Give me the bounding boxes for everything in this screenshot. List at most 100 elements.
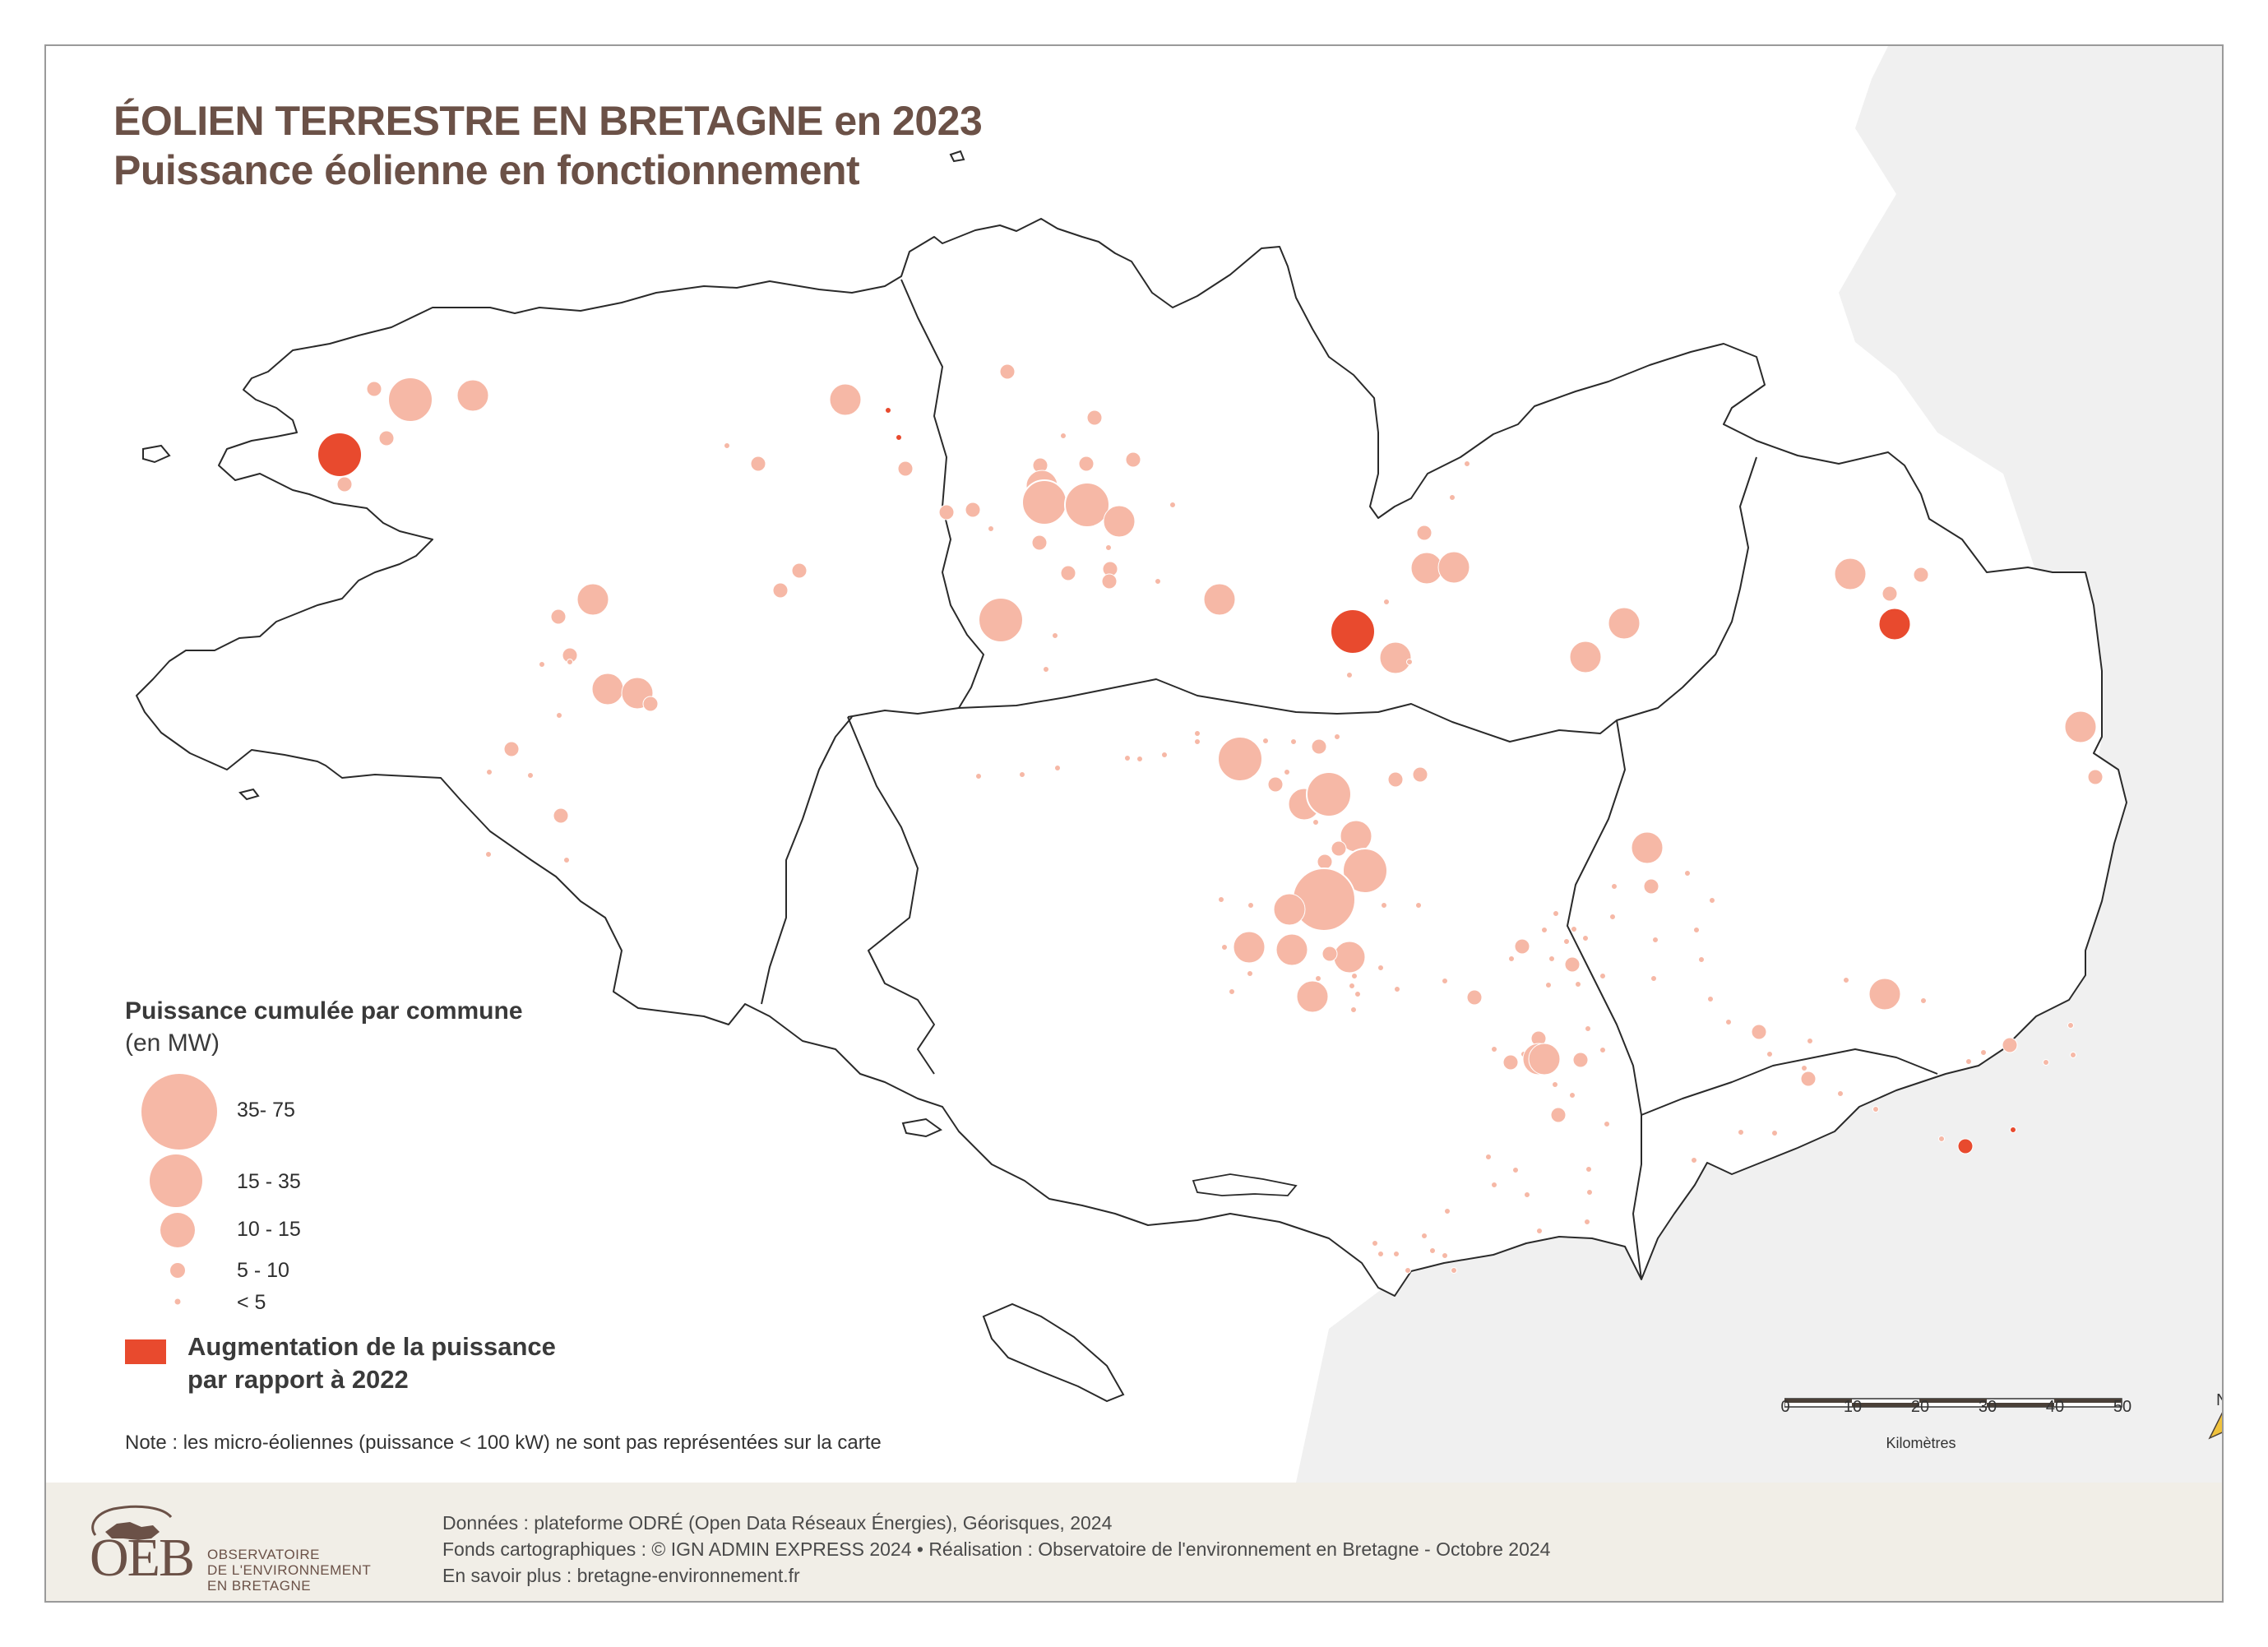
increase-label-line2: par rapport à 2022 bbox=[187, 1365, 409, 1394]
wind-power-circle bbox=[1317, 854, 1333, 870]
wind-power-circle bbox=[999, 363, 1016, 380]
wind-power-circle bbox=[576, 583, 609, 616]
wind-power-circle bbox=[1691, 1157, 1697, 1164]
wind-power-circle bbox=[1843, 977, 1849, 983]
credit-basemap: Fonds cartographiques : © IGN ADMIN EXPR… bbox=[442, 1538, 1551, 1560]
wind-power-circle bbox=[1052, 632, 1058, 639]
scale-tick-50: 50 bbox=[2113, 1398, 2132, 1416]
map-note: Note : les micro-éoliennes (puissance < … bbox=[125, 1432, 882, 1454]
wind-power-circle bbox=[1586, 1189, 1593, 1196]
wind-power-circle bbox=[1194, 738, 1201, 745]
wind-power-circle bbox=[556, 712, 562, 719]
wind-power-circle bbox=[1837, 1090, 1844, 1097]
wind-power-circle bbox=[1575, 981, 1581, 988]
wind-power-circle bbox=[1609, 914, 1616, 920]
wind-power-circle bbox=[1771, 1130, 1778, 1136]
legend-title: Puissance cumulée par commune bbox=[125, 997, 523, 1025]
oeb-logo-word: OEB bbox=[90, 1528, 195, 1588]
legend-label-10-15: 10 - 15 bbox=[237, 1218, 301, 1241]
wind-power-circle bbox=[1350, 1006, 1357, 1013]
wind-power-circle bbox=[456, 379, 489, 412]
wind-power-circle bbox=[1043, 666, 1049, 673]
wind-power-circle bbox=[724, 442, 730, 449]
legend-circle-15-35 bbox=[150, 1154, 202, 1207]
wind-power-circle bbox=[978, 597, 1024, 643]
wind-power-circle bbox=[1451, 1267, 1457, 1274]
wind-power-circle bbox=[1161, 752, 1168, 758]
wind-power-circle bbox=[1541, 927, 1548, 933]
wind-power-circle bbox=[1652, 937, 1659, 943]
wind-power-circle bbox=[1284, 769, 1290, 775]
map-subtitle: Puissance éolienne en fonctionnement bbox=[113, 147, 860, 193]
wind-power-circle bbox=[1372, 1240, 1378, 1247]
wind-power-circle bbox=[527, 772, 534, 779]
legend-unit: (en MW) bbox=[125, 1029, 220, 1057]
wind-power-circle bbox=[1021, 479, 1067, 525]
wind-power-circle bbox=[1938, 1136, 1945, 1142]
department-boundaries bbox=[761, 279, 1938, 1280]
logo-sub-1: OBSERVATOIRE bbox=[207, 1547, 321, 1562]
wind-power-circle bbox=[1387, 771, 1404, 788]
wind-power-circle bbox=[1584, 1219, 1590, 1225]
wind-power-circle bbox=[1342, 848, 1388, 894]
wind-power-circle bbox=[1491, 1046, 1497, 1053]
wind-power-circle bbox=[2087, 769, 2104, 785]
wind-power-circle bbox=[1834, 557, 1867, 590]
legend-circle-35-75 bbox=[141, 1074, 217, 1150]
wind-power-circle bbox=[387, 377, 433, 423]
wind-power-circle bbox=[1290, 738, 1297, 745]
wind-power-circle bbox=[550, 608, 567, 625]
wind-power-circle bbox=[1412, 766, 1428, 783]
credit-more-info: En savoir plus : bretagne-environnement.… bbox=[442, 1565, 800, 1586]
wind-power-circle bbox=[1354, 991, 1361, 997]
wind-power-circle bbox=[1031, 534, 1048, 551]
increase-label: Augmentation de la puissance par rapport… bbox=[187, 1330, 556, 1396]
wind-power-circle bbox=[1415, 902, 1422, 909]
wind-power-circle bbox=[1650, 975, 1657, 982]
wind-power-circle bbox=[1444, 1208, 1451, 1214]
wind-power-circle bbox=[1136, 756, 1143, 762]
wind-power-circle bbox=[1552, 1081, 1558, 1088]
wind-power-circle bbox=[1800, 1071, 1817, 1087]
wind-power-circle bbox=[1247, 902, 1254, 909]
legend-circle-lt5 bbox=[174, 1298, 181, 1305]
wind-power-circle bbox=[2070, 1052, 2076, 1058]
wind-power-circle bbox=[1203, 583, 1236, 616]
wind-power-circle bbox=[1321, 946, 1338, 962]
wind-power-circle bbox=[1485, 1154, 1492, 1160]
wind-power-circle bbox=[1103, 505, 1136, 538]
wind-power-circle bbox=[1064, 482, 1110, 528]
wind-power-circle bbox=[965, 502, 981, 518]
wind-power-circle bbox=[1331, 840, 1347, 857]
wind-power-circle bbox=[1585, 1166, 1592, 1173]
wind-power-circle bbox=[2043, 1059, 2049, 1066]
wind-power-circle bbox=[897, 460, 914, 477]
wind-power-circle bbox=[1105, 544, 1112, 551]
wind-power-circle bbox=[1599, 1047, 1606, 1053]
wind-power-circle bbox=[378, 430, 395, 446]
wind-power-circle bbox=[1553, 910, 1559, 917]
wind-power-circle bbox=[1296, 980, 1329, 1013]
wind-power-circle bbox=[1275, 933, 1308, 966]
wind-power-circle bbox=[829, 383, 862, 416]
wind-power-circle bbox=[1572, 1052, 1589, 1068]
wind-power-circle bbox=[1882, 585, 1898, 602]
wind-power-circle bbox=[1751, 1024, 1767, 1040]
wind-power-circle bbox=[1349, 983, 1355, 989]
scale-tick-0: 0 bbox=[1780, 1398, 1790, 1416]
wind-power-circle bbox=[503, 741, 520, 757]
wind-power-circle bbox=[642, 696, 659, 712]
wind-power-circles bbox=[317, 363, 2104, 1274]
wind-power-circle bbox=[1449, 494, 1456, 501]
wind-power-circle bbox=[1766, 1051, 1773, 1057]
wind-power-circle bbox=[1514, 938, 1530, 955]
wind-power-circle bbox=[1536, 1228, 1543, 1234]
legend-label-15-35: 15 - 35 bbox=[237, 1170, 301, 1193]
wind-power-circle bbox=[938, 504, 955, 520]
wind-power-circle bbox=[1512, 1167, 1519, 1173]
wind-power-circle bbox=[336, 476, 353, 493]
wind-power-circle bbox=[1330, 608, 1376, 655]
wind-power-circle bbox=[486, 769, 493, 775]
wind-power-circle bbox=[791, 562, 808, 579]
wind-power-circle bbox=[1125, 451, 1141, 468]
